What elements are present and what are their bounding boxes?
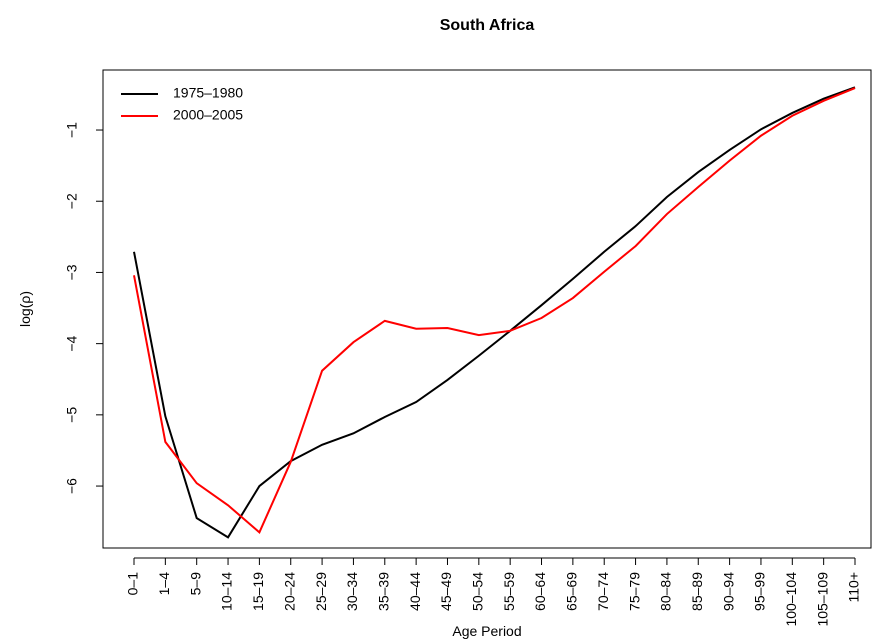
x-tick-label: 25–29 [313,572,329,611]
x-tick-label: 85–89 [689,572,705,611]
y-axis-label: log(ρ) [17,291,33,327]
x-tick-label: 90–94 [720,572,736,611]
x-tick-label: 10–14 [219,572,235,611]
x-tick-label: 5–9 [187,572,203,596]
x-tick-label: 70–74 [595,572,611,611]
x-tick-label: 55–59 [501,572,517,611]
y-tick-label: −1 [64,122,80,138]
x-tick-label: 105–109 [814,572,830,627]
y-tick-label: −4 [64,335,80,351]
y-tick-label: −6 [64,478,80,494]
x-tick-label: 95–99 [752,572,768,611]
x-tick-label: 35–39 [375,572,391,611]
line-series [133,86,856,539]
chart-title: South Africa [440,17,535,34]
plot-frame [102,69,872,549]
x-tick-label: 60–64 [532,572,548,611]
legend-label: 2000–2005 [173,107,243,123]
x-tick-label: 15–19 [250,572,266,611]
x-tick-label: 1–4 [156,572,172,596]
x-axis-label: Age Period [452,623,521,639]
x-tick-label: 20–24 [281,572,297,611]
line-series [133,87,856,534]
x-tick-label: 45–49 [438,572,454,611]
y-tick-label: −2 [64,193,80,209]
x-tick-label: 75–79 [626,572,642,611]
x-tick-label: 65–69 [564,572,580,611]
y-tick-label: −3 [64,264,80,280]
legend-label: 1975–1980 [173,85,243,101]
x-tick-label: 0–1 [125,572,141,596]
y-tick-label: −5 [64,407,80,423]
x-tick-label: 40–44 [407,572,423,611]
x-tick-label: 80–84 [658,572,674,611]
x-tick-label: 110+ [846,572,862,603]
x-tick-label: 30–34 [344,572,360,611]
x-tick-label: 50–54 [470,572,486,611]
x-tick-label: 100–104 [783,572,799,627]
